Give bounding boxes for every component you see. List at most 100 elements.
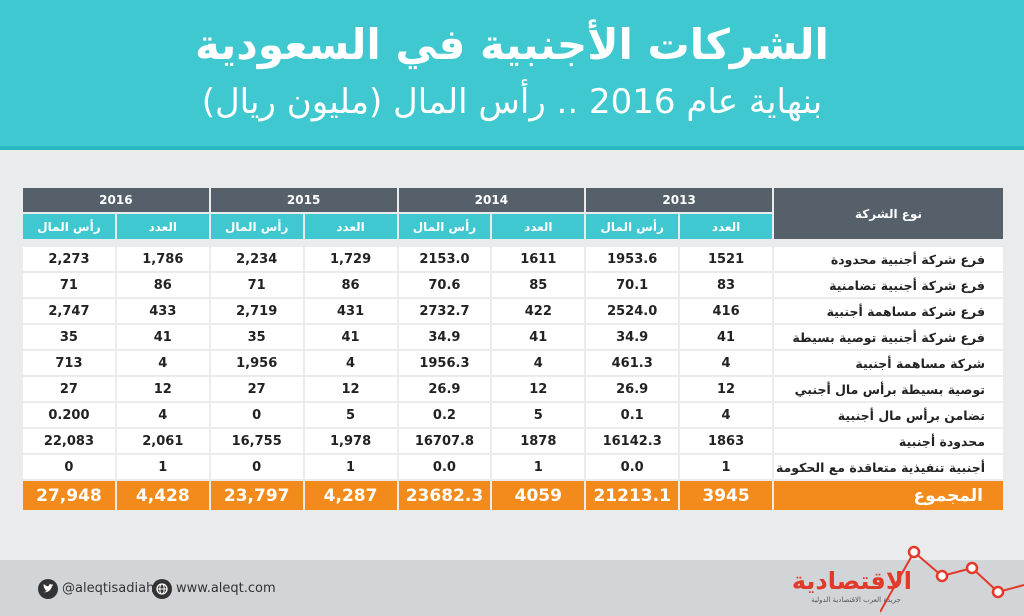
header-divider	[0, 146, 1024, 150]
table-row: تضامن برأس مال أجنبية 4 0.1 5 0.2 5 0 4 0.200	[21, 402, 1003, 429]
table-row: أجنبية تنفيذية متعاقدة مع الحكومة 1 0.0 1 0.…	[21, 454, 1003, 481]
capital-cell: 34.9	[584, 324, 680, 351]
company-type-label: محدودة أجنبية	[772, 428, 1003, 455]
table-row: فرع شركة أجنبية توصية بسيطة 41 34.9 41 34.9 4…	[21, 324, 1003, 351]
count-cell: 1,786	[114, 247, 210, 273]
capital-cell: 0	[21, 454, 116, 481]
capital-cell: 1,956	[208, 350, 304, 377]
table-row: توصية بسيطة برأس مال أجنبي 12 26.9 12 26.9 12…	[21, 376, 1003, 403]
count-cell: 416	[678, 298, 773, 325]
capital-cell: 26.9	[584, 376, 680, 403]
capital-cell: 21213.1	[584, 480, 680, 510]
sub-header-row: العدد رأس المال العدد رأس المال العدد رأ…	[21, 212, 1003, 239]
count-header: العدد	[490, 212, 586, 239]
count-cell: 4	[490, 350, 586, 377]
count-cell: 4	[302, 350, 398, 377]
website-link[interactable]: www.aleqt.com	[176, 581, 276, 596]
capital-cell: 70.1	[584, 272, 680, 299]
count-cell: 2,061	[114, 428, 210, 455]
capital-cell: 0.0	[584, 454, 680, 481]
capital-cell: 27,948	[21, 480, 116, 510]
count-cell: 3945	[678, 480, 773, 510]
table-row: فرع شركة أجنبية تضامنية 83 70.1 85 70.6 86 71 8…	[21, 272, 1003, 299]
count-cell: 86	[302, 272, 398, 299]
trend-line-icon	[880, 545, 1024, 613]
page-title: الشركات الأجنبية في السعودية	[195, 20, 829, 69]
count-cell: 1	[302, 454, 398, 481]
count-cell: 433	[114, 298, 210, 325]
count-header: العدد	[114, 212, 210, 239]
capital-cell: 70.6	[396, 272, 492, 299]
count-cell: 41	[302, 324, 398, 351]
capital-header: رأس المال	[208, 212, 304, 239]
count-cell: 4	[678, 402, 773, 429]
capital-cell: 461.3	[584, 350, 680, 377]
capital-cell: 35	[208, 324, 304, 351]
company-type-label: تضامن برأس مال أجنبية	[772, 402, 1003, 429]
company-type-label: فرع شركة أجنبية محدودة	[772, 247, 1003, 273]
globe-icon	[152, 579, 172, 599]
twitter-icon	[38, 579, 58, 599]
aleqt-logo: الاقتصادية جريدة العرب الاقتصادية الدولي…	[791, 566, 912, 610]
capital-cell: 1953.6	[584, 247, 680, 273]
count-cell: 4,287	[302, 480, 398, 510]
capital-cell: 2153.0	[396, 247, 492, 273]
count-cell: 4	[114, 402, 210, 429]
count-cell: 1521	[678, 247, 773, 273]
capital-cell: 16142.3	[584, 428, 680, 455]
table-row: محدودة أجنبية 1863 16142.3 1878 16707.8 1,978…	[21, 428, 1003, 455]
count-cell: 431	[302, 298, 398, 325]
count-cell: 12	[302, 376, 398, 403]
logo-tagline: جريدة العرب الاقتصادية الدولية	[811, 596, 901, 604]
year-header: 2015	[208, 188, 398, 213]
capital-cell: 71	[21, 272, 116, 299]
company-type-label: أجنبية تنفيذية متعاقدة مع الحكومة	[772, 454, 1003, 481]
count-cell: 4	[678, 350, 773, 377]
company-type-label: فرع شركة أجنبية توصية بسيطة	[772, 324, 1003, 351]
table-row: فرع شركة أجنبية محدودة 1521 1953.6 1611 2153…	[21, 247, 1003, 273]
count-cell: 1	[490, 454, 586, 481]
count-cell: 1878	[490, 428, 586, 455]
count-cell: 12	[114, 376, 210, 403]
capital-header: رأس المال	[584, 212, 680, 239]
table-row: شركة مساهمة أجنبية 4 461.3 4 1956.3 4 1,956 4 71…	[21, 350, 1003, 377]
capital-cell: 0.1	[584, 402, 680, 429]
count-header: العدد	[302, 212, 398, 239]
capital-cell: 2,273	[21, 247, 116, 273]
count-cell: 1863	[678, 428, 773, 455]
capital-cell: 34.9	[396, 324, 492, 351]
count-cell: 41	[678, 324, 773, 351]
company-type-label: توصية بسيطة برأس مال أجنبي	[772, 376, 1003, 403]
capital-cell: 22,083	[21, 428, 116, 455]
header-banner: الشركات الأجنبية في السعودية بنهاية عام …	[0, 0, 1024, 150]
capital-cell: 0	[208, 454, 304, 481]
count-cell: 12	[678, 376, 773, 403]
logo-text: الاقتصادية	[791, 567, 912, 595]
capital-cell: 23,797	[208, 480, 304, 510]
year-header: 2013	[584, 188, 773, 213]
capital-cell: 71	[208, 272, 304, 299]
table-row: فرع شركة مساهمة أجنبية 416 2524.0 422 2732.7…	[21, 298, 1003, 325]
year-header: 2016	[21, 188, 210, 213]
capital-header: رأس المال	[396, 212, 492, 239]
page-subtitle: بنهاية عام 2016 .. رأس المال (مليون ريال…	[201, 82, 823, 122]
company-type-label: شركة مساهمة أجنبية	[772, 350, 1003, 377]
company-type-label: المجموع	[772, 480, 1003, 510]
company-type-label: فرع شركة أجنبية تضامنية	[772, 272, 1003, 299]
count-cell: 41	[490, 324, 586, 351]
count-cell: 1	[678, 454, 773, 481]
count-cell: 41	[114, 324, 210, 351]
total-row: المجموع 3945 21213.1 4059 23682.3 4,287 23,797…	[21, 480, 1003, 510]
year-header-row: نوع الشركة 2013 2014 2015 2016	[21, 188, 1003, 239]
year-header: 2014	[396, 188, 586, 213]
capital-cell: 2,719	[208, 298, 304, 325]
capital-cell: 23682.3	[396, 480, 492, 510]
twitter-handle[interactable]: @aleqtisadiah	[62, 581, 155, 596]
count-header: العدد	[678, 212, 773, 239]
capital-cell: 713	[21, 350, 116, 377]
capital-cell: 35	[21, 324, 116, 351]
capital-cell: 0	[208, 402, 304, 429]
count-cell: 85	[490, 272, 586, 299]
count-cell: 4,428	[114, 480, 210, 510]
count-cell: 1	[114, 454, 210, 481]
